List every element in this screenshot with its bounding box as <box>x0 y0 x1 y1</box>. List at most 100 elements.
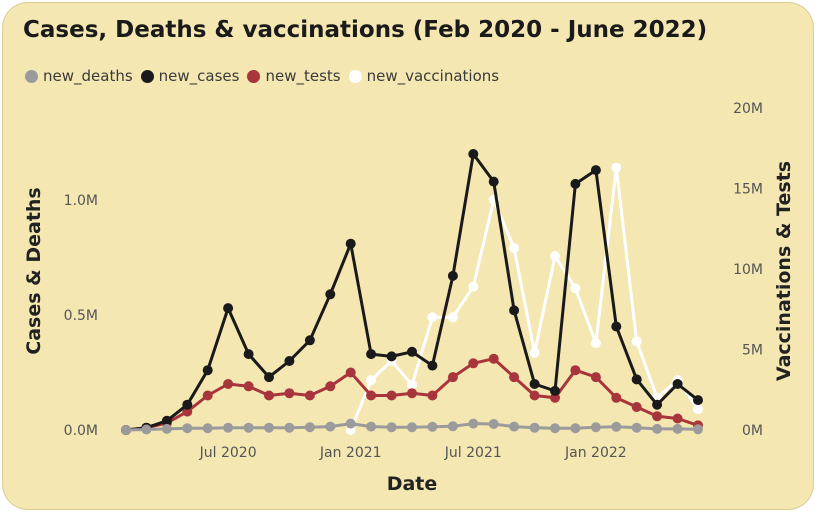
data-point-new-deaths[interactable] <box>672 423 683 434</box>
data-point-new-tests[interactable] <box>264 390 274 401</box>
data-point-new-tests[interactable] <box>529 390 540 401</box>
legend-item-new-vaccinations[interactable]: new_vaccinations <box>348 67 499 85</box>
data-point-new-deaths[interactable] <box>529 422 540 433</box>
data-point-new-vaccinations[interactable] <box>427 312 438 323</box>
data-point-new-tests[interactable] <box>182 406 193 417</box>
data-point-new-tests[interactable] <box>550 392 560 403</box>
data-point-new-deaths[interactable] <box>182 423 193 434</box>
data-point-new-tests[interactable] <box>509 372 520 383</box>
data-point-new-deaths[interactable] <box>243 422 254 433</box>
data-point-new-deaths[interactable] <box>590 422 601 433</box>
data-point-new-cases[interactable] <box>182 399 193 410</box>
data-point-new-tests[interactable] <box>427 390 438 401</box>
data-point-new-deaths[interactable] <box>407 422 417 433</box>
data-point-new-cases[interactable] <box>161 415 172 426</box>
data-point-new-cases[interactable] <box>611 321 622 332</box>
data-point-new-tests[interactable] <box>611 392 622 403</box>
data-point-new-vaccinations[interactable] <box>611 162 622 173</box>
data-point-new-vaccinations[interactable] <box>693 404 703 415</box>
data-point-new-cases[interactable] <box>468 149 479 159</box>
data-point-new-cases[interactable] <box>631 374 642 385</box>
data-point-new-tests[interactable] <box>447 372 458 383</box>
data-point-new-deaths[interactable] <box>652 423 663 434</box>
data-point-new-vaccinations[interactable] <box>366 375 377 386</box>
data-point-new-vaccinations[interactable] <box>407 379 417 390</box>
data-point-new-vaccinations[interactable] <box>590 338 601 349</box>
data-point-new-deaths[interactable] <box>141 424 152 435</box>
data-point-new-cases[interactable] <box>264 372 274 383</box>
data-point-new-deaths[interactable] <box>427 421 438 432</box>
data-point-new-deaths[interactable] <box>366 421 377 432</box>
data-point-new-deaths[interactable] <box>447 421 458 432</box>
data-point-new-cases[interactable] <box>509 305 520 316</box>
data-point-new-tests[interactable] <box>243 381 254 392</box>
data-point-new-deaths[interactable] <box>325 421 336 432</box>
data-point-new-cases[interactable] <box>202 365 213 376</box>
data-point-new-cases[interactable] <box>570 178 581 189</box>
data-point-new-tests[interactable] <box>590 372 601 383</box>
data-point-new-deaths[interactable] <box>488 419 499 429</box>
data-point-new-cases[interactable] <box>284 356 295 366</box>
data-point-new-tests[interactable] <box>345 367 356 378</box>
data-point-new-vaccinations[interactable] <box>509 243 520 254</box>
data-point-new-cases[interactable] <box>386 351 397 362</box>
data-point-new-cases[interactable] <box>243 349 254 360</box>
data-point-new-cases[interactable] <box>652 399 663 410</box>
data-point-new-tests[interactable] <box>488 353 499 364</box>
legend-item-new-tests[interactable]: new_tests <box>247 67 341 85</box>
data-point-new-tests[interactable] <box>325 381 336 392</box>
data-point-new-cases[interactable] <box>366 349 377 360</box>
data-point-new-cases[interactable] <box>304 335 315 346</box>
data-point-new-tests[interactable] <box>284 388 295 399</box>
data-point-new-vaccinations[interactable] <box>529 347 540 358</box>
data-point-new-vaccinations[interactable] <box>631 336 642 347</box>
data-point-new-vaccinations[interactable] <box>447 312 458 323</box>
data-point-new-deaths[interactable] <box>386 422 397 433</box>
data-point-new-cases[interactable] <box>223 303 234 314</box>
data-point-new-deaths[interactable] <box>345 418 356 429</box>
data-point-new-tests[interactable] <box>386 390 397 401</box>
legend-item-new-cases[interactable]: new_cases <box>140 67 239 85</box>
data-point-new-cases[interactable] <box>345 238 356 249</box>
data-point-new-cases[interactable] <box>672 379 683 389</box>
data-point-new-cases[interactable] <box>488 176 499 187</box>
data-point-new-cases[interactable] <box>550 385 560 396</box>
data-point-new-deaths[interactable] <box>121 425 131 435</box>
data-point-new-cases[interactable] <box>590 165 601 176</box>
data-point-new-deaths[interactable] <box>468 418 479 429</box>
data-point-new-deaths[interactable] <box>264 422 274 433</box>
data-point-new-deaths[interactable] <box>509 421 520 432</box>
data-point-new-tests[interactable] <box>304 390 315 401</box>
left-tick-label: 0.5M <box>64 308 98 324</box>
data-point-new-deaths[interactable] <box>550 423 560 434</box>
data-point-new-tests[interactable] <box>366 390 377 401</box>
data-point-new-tests[interactable] <box>570 365 581 376</box>
data-point-new-cases[interactable] <box>693 395 703 406</box>
data-point-new-cases[interactable] <box>407 346 417 357</box>
legend-item-new-deaths[interactable]: new_deaths <box>25 67 133 85</box>
data-point-new-cases[interactable] <box>427 360 438 371</box>
data-point-new-deaths[interactable] <box>570 423 581 434</box>
data-point-new-vaccinations[interactable] <box>570 283 581 294</box>
data-point-new-tests[interactable] <box>223 379 234 389</box>
data-point-new-deaths[interactable] <box>202 423 213 434</box>
data-point-new-deaths[interactable] <box>161 423 172 434</box>
data-point-new-deaths[interactable] <box>693 424 703 435</box>
data-point-new-tests[interactable] <box>202 390 213 401</box>
data-point-new-deaths[interactable] <box>611 421 622 432</box>
data-point-new-tests[interactable] <box>672 413 683 424</box>
data-point-new-deaths[interactable] <box>631 422 642 433</box>
data-point-new-deaths[interactable] <box>304 422 315 433</box>
data-point-new-vaccinations[interactable] <box>550 251 560 262</box>
data-point-new-cases[interactable] <box>529 379 540 389</box>
data-point-new-deaths[interactable] <box>284 422 295 433</box>
data-point-new-vaccinations[interactable] <box>468 281 479 292</box>
data-point-new-tests[interactable] <box>468 358 479 369</box>
data-point-new-cases[interactable] <box>325 289 336 300</box>
data-point-new-cases[interactable] <box>447 270 458 281</box>
data-point-new-tests[interactable] <box>631 402 642 412</box>
data-point-new-tests[interactable] <box>407 388 417 399</box>
right-tick-label: 10M <box>733 262 763 278</box>
data-point-new-tests[interactable] <box>652 411 663 422</box>
data-point-new-deaths[interactable] <box>223 422 234 433</box>
